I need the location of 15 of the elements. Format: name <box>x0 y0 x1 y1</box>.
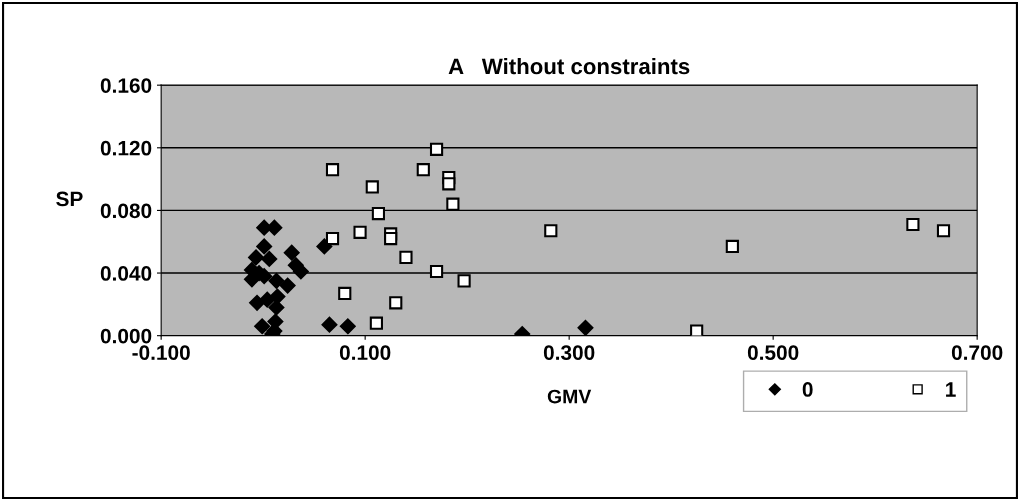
chart-title: A Without constraints <box>448 57 690 75</box>
x-tick-label: 0.700 <box>951 345 1003 360</box>
x-tick-label: 0.500 <box>747 345 799 360</box>
y-tick-label: 0.040 <box>100 266 152 281</box>
legend-label: 0 <box>802 382 813 397</box>
legend-label: 1 <box>946 382 956 397</box>
y-tick-label: 0.160 <box>100 78 152 93</box>
y-tick-label: 0.000 <box>100 328 152 344</box>
x-axis-title: GMV <box>547 389 592 404</box>
y-tick-label: 0.080 <box>100 203 152 219</box>
x-tick-label: -0.100 <box>132 345 190 360</box>
x-tick-label: 0.300 <box>543 345 595 361</box>
x-tick-label: 0.100 <box>339 345 391 360</box>
y-tick-label: 0.120 <box>100 140 152 156</box>
y-axis-title: SP <box>56 191 83 207</box>
